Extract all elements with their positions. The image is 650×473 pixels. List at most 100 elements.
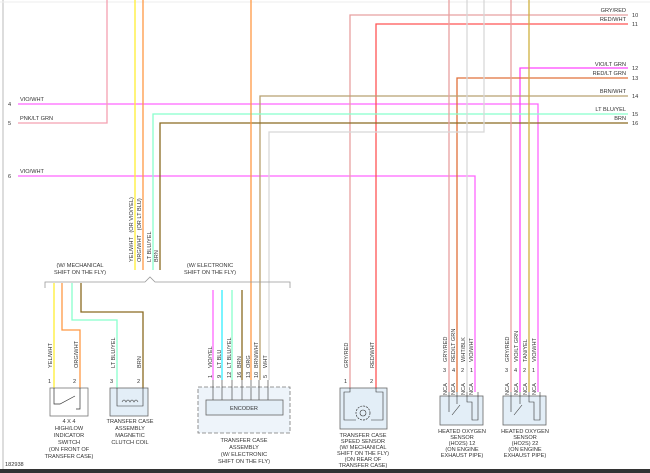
- transfer-case-speed-sensor: GRY/RED RED/WHT 1 2 TRANSFER CASE SPEED …: [337, 341, 389, 469]
- svg-text:13: 13: [246, 372, 252, 378]
- pin-number: 6: [8, 174, 11, 180]
- svg-text:4 X 4: 4 X 4: [62, 419, 75, 425]
- svg-text:SPEED SENSOR: SPEED SENSOR: [341, 439, 385, 445]
- svg-text:1: 1: [208, 375, 214, 378]
- svg-text:RED/WHT: RED/WHT: [370, 341, 376, 368]
- svg-text:(W/ MECHANICAL: (W/ MECHANICAL: [340, 445, 387, 451]
- svg-text:2: 2: [523, 368, 526, 374]
- variant-bracket: [44, 276, 291, 288]
- svg-text:WHT/BLK: WHT/BLK: [461, 337, 467, 362]
- bottom-bar: [0, 469, 650, 473]
- svg-text:SWITCH: SWITCH: [58, 440, 80, 446]
- svg-text:(ON ENGINE: (ON ENGINE: [508, 447, 542, 453]
- wire-label: BRN: [154, 250, 160, 262]
- svg-text:GRY/RED: GRY/RED: [344, 343, 350, 368]
- svg-text:BRN: BRN: [137, 356, 143, 368]
- svg-text:TRANSFER CASE): TRANSFER CASE): [339, 463, 388, 469]
- wire-label: VIO/WHT: [20, 97, 45, 103]
- svg-text:ORG/WHT: ORG/WHT: [74, 340, 80, 368]
- svg-text:(ON FRONT OF: (ON FRONT OF: [49, 447, 90, 453]
- switch-4x4: YEL/WHT ORG/WHT 1 2 4 X 4 HIGH/LOW INDIC…: [45, 340, 94, 460]
- svg-text:RED/LT GRN: RED/LT GRN: [451, 329, 457, 362]
- svg-text:YEL/WHT: YEL/WHT: [48, 343, 54, 368]
- svg-text:5: 5: [263, 375, 269, 378]
- variant-electronic-label-2: SHIFT ON THE FLY): [184, 270, 236, 276]
- svg-text:14: 14: [632, 94, 638, 100]
- svg-text:GRY/RED: GRY/RED: [443, 337, 449, 362]
- svg-text:LT BLU/YEL: LT BLU/YEL: [111, 337, 117, 368]
- right-connector: 10 GRY/RED 11 RED/WHT 12 VIO/LT GRN 13 RED/L…: [593, 8, 639, 127]
- svg-text:GRY/RED: GRY/RED: [505, 337, 511, 362]
- svg-text:BRN: BRN: [614, 116, 626, 122]
- svg-text:TRANSFER CASE: TRANSFER CASE: [107, 419, 154, 425]
- wire-vio-wht-6: [18, 175, 476, 392]
- svg-text:LT BLU/YEL: LT BLU/YEL: [595, 107, 626, 113]
- diagram-id: 182938: [5, 462, 24, 468]
- svg-text:2: 2: [137, 379, 140, 385]
- svg-text:NCA: NCA: [469, 383, 475, 395]
- svg-text:EXHAUST PIPE): EXHAUST PIPE): [441, 453, 484, 459]
- variant-mechanical-label-2: SHIFT ON THE FLY): [54, 270, 106, 276]
- svg-text:NCA: NCA: [451, 383, 457, 395]
- svg-text:SHIFT ON THE FLY): SHIFT ON THE FLY): [218, 459, 270, 465]
- wire-red-wht-11: [375, 23, 628, 392]
- wire-brn-coil: [80, 283, 144, 388]
- svg-text:12: 12: [227, 372, 233, 378]
- transfer-case-encoder-assembly: VIO/YEL LT BLU LT BLU/YEL BRN ORG BRN/WH…: [197, 337, 291, 465]
- svg-text:ASSEMBLY: ASSEMBLY: [229, 445, 259, 451]
- svg-text:HEATED OXYGEN: HEATED OXYGEN: [501, 429, 549, 435]
- svg-text:HIGH/LOW: HIGH/LOW: [55, 426, 84, 432]
- wire-vio-lt-grn-12: [519, 67, 628, 392]
- svg-text:TRANSFER CASE: TRANSFER CASE: [340, 433, 387, 439]
- svg-text:LT BLU/YEL: LT BLU/YEL: [227, 337, 233, 368]
- wire-label: ORG/WHT (OR LT BLU): [137, 198, 143, 262]
- svg-text:EXHAUST PIPE): EXHAUST PIPE): [504, 453, 547, 459]
- svg-text:11: 11: [632, 22, 638, 28]
- svg-text:BRN: BRN: [237, 356, 243, 368]
- svg-text:BRN/WHT: BRN/WHT: [254, 341, 260, 368]
- heated-oxygen-sensor-12: GRY/RED RED/LT GRN WHT/BLK VIO/WHT 3 4 2…: [438, 329, 486, 459]
- svg-text:RED/WHT: RED/WHT: [600, 17, 627, 23]
- svg-text:NCA: NCA: [505, 383, 511, 395]
- svg-text:SHIFT ON THE FLY): SHIFT ON THE FLY): [337, 451, 389, 457]
- svg-text:VIO/WHT: VIO/WHT: [532, 337, 538, 362]
- svg-text:VIO/WHT: VIO/WHT: [469, 337, 475, 362]
- variant-electronic-label: (W/ ELECTRONIC: [187, 263, 233, 269]
- svg-text:NCA: NCA: [523, 383, 529, 395]
- svg-text:NCA: NCA: [514, 383, 520, 395]
- svg-text:INDICATOR: INDICATOR: [54, 433, 84, 439]
- svg-text:ORG: ORG: [246, 355, 252, 368]
- wire-vio-wht-4: [18, 103, 539, 392]
- pin-number: 4: [8, 102, 11, 108]
- svg-text:10: 10: [632, 13, 638, 19]
- svg-text:(HO2S) 12: (HO2S) 12: [449, 441, 476, 447]
- svg-text:13: 13: [632, 76, 638, 82]
- magnetic-clutch-coil: LT BLU/YEL BRN 3 2 TRANSFER CASE ASSEMBL…: [107, 337, 154, 446]
- variant-mechanical-label: (W/ MECHANICAL: [57, 263, 104, 269]
- wire-pnk-lt-grn-5: [18, 0, 108, 124]
- svg-text:BRN/WHT: BRN/WHT: [600, 89, 627, 95]
- wire-gry-red-10: [349, 14, 628, 392]
- svg-text:(W/ ELECTRONIC: (W/ ELECTRONIC: [221, 452, 267, 458]
- svg-text:RED/LT GRN: RED/LT GRN: [593, 71, 626, 77]
- svg-text:SENSOR: SENSOR: [513, 435, 537, 441]
- svg-text:(ON REAR OF: (ON REAR OF: [345, 457, 382, 463]
- svg-text:16: 16: [237, 372, 243, 378]
- svg-text:CLUTCH COIL: CLUTCH COIL: [111, 440, 148, 446]
- svg-text:1: 1: [470, 368, 473, 374]
- svg-text:VIO/LT GRN: VIO/LT GRN: [595, 62, 626, 68]
- svg-text:VIO/LT GRN: VIO/LT GRN: [514, 331, 520, 362]
- svg-text:12: 12: [632, 66, 638, 72]
- svg-text:3: 3: [110, 379, 113, 385]
- svg-text:3: 3: [443, 368, 446, 374]
- svg-text:NCA: NCA: [532, 383, 538, 395]
- svg-text:TRANSFER CASE): TRANSFER CASE): [45, 454, 94, 460]
- svg-text:NCA: NCA: [461, 383, 467, 395]
- wire-label: YEL/WHT (OR VIO/YEL): [129, 197, 135, 262]
- svg-text:SENSOR: SENSOR: [450, 435, 474, 441]
- svg-text:2: 2: [461, 368, 464, 374]
- wire-org-wht-switch: [61, 283, 81, 388]
- svg-text:LT BLU: LT BLU: [217, 350, 223, 368]
- wire-wht: [268, 0, 485, 380]
- svg-text:16: 16: [632, 121, 638, 127]
